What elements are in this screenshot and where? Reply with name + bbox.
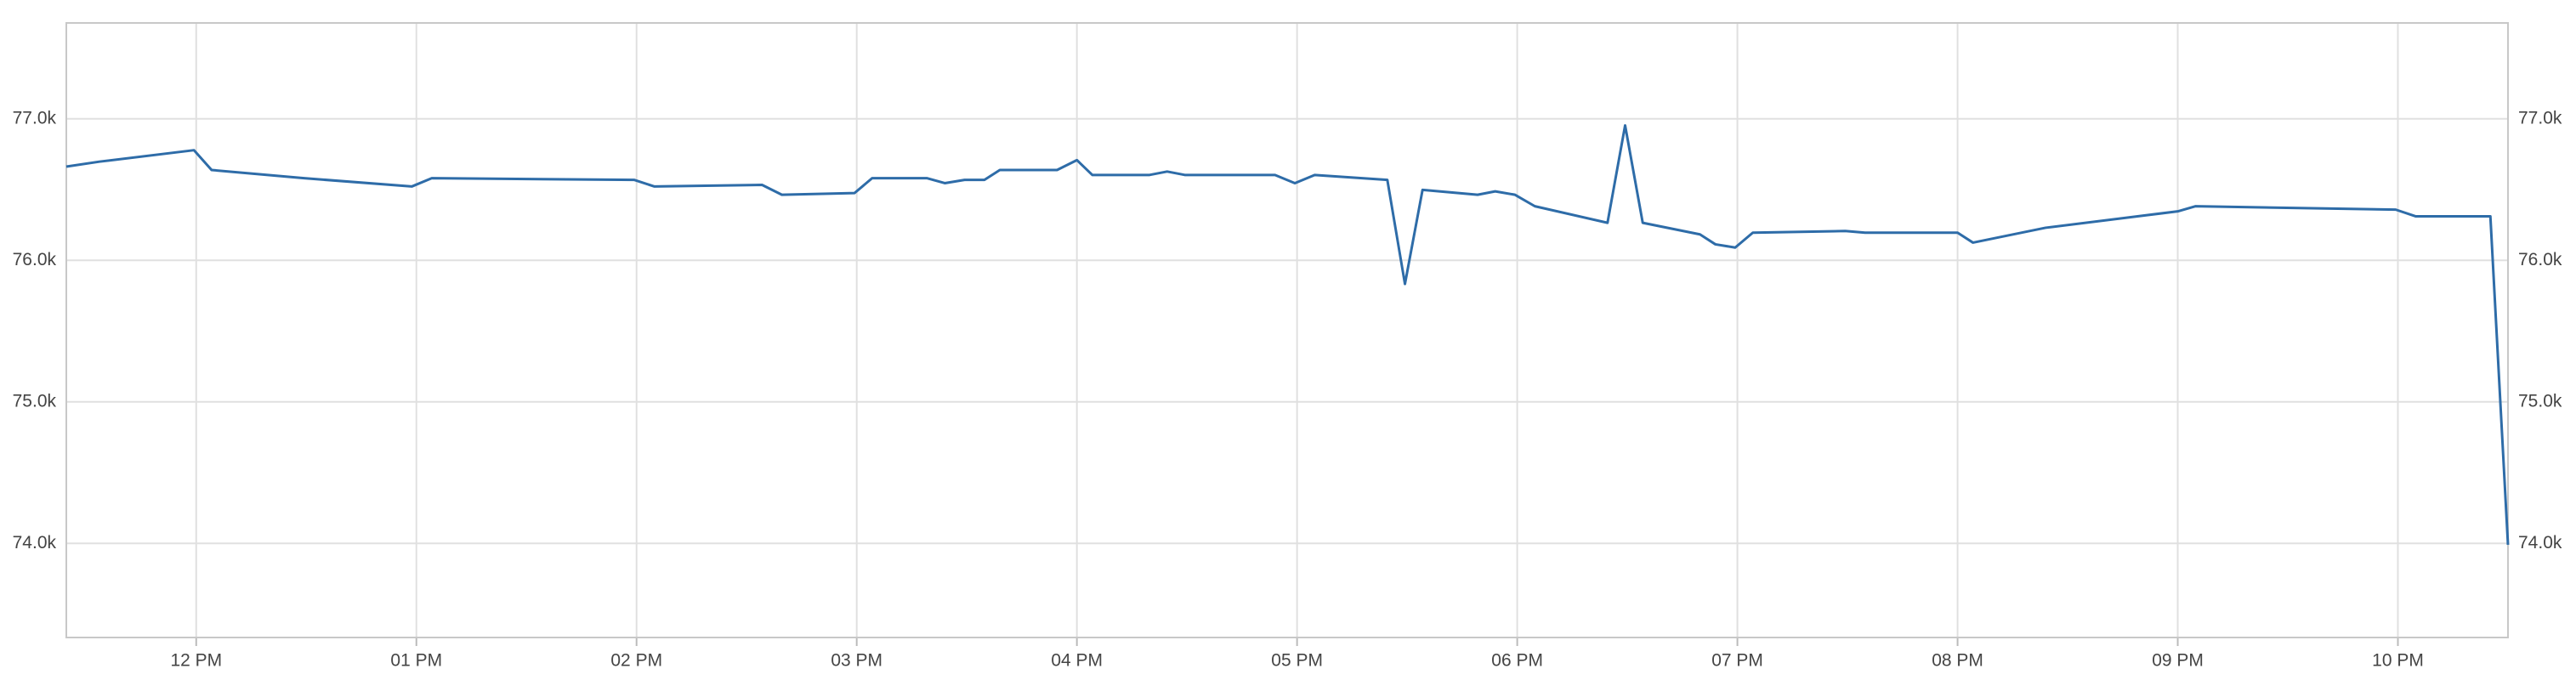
x-tick-label: 04 PM	[1051, 651, 1103, 671]
x-tick-label: 12 PM	[170, 651, 222, 671]
y2-tick-label: 77.0k	[2518, 108, 2562, 128]
x-tick-label: 10 PM	[2372, 651, 2424, 671]
y-tick-label: 76.0k	[13, 250, 57, 269]
x-tick-label: 07 PM	[1711, 651, 1763, 671]
x-tick-label: 01 PM	[390, 651, 442, 671]
x-tick-label: 09 PM	[2152, 651, 2204, 671]
x-tick-label: 08 PM	[1932, 651, 1983, 671]
y2-tick-label: 75.0k	[2518, 391, 2562, 411]
x-tick-label: 02 PM	[610, 651, 662, 671]
x-tick-label: 06 PM	[1491, 651, 1543, 671]
y-tick-label: 77.0k	[13, 108, 57, 128]
line	[65, 124, 2510, 546]
x-tick-label: 03 PM	[831, 651, 882, 671]
y-tick-label: 74.0k	[13, 533, 57, 552]
y2-tick-label: 74.0k	[2518, 533, 2562, 552]
y-tick-label: 75.0k	[13, 391, 57, 411]
plot-border	[65, 22, 2509, 638]
x-tick-label: 05 PM	[1271, 651, 1323, 671]
y2-tick-label: 76.0k	[2518, 250, 2562, 269]
